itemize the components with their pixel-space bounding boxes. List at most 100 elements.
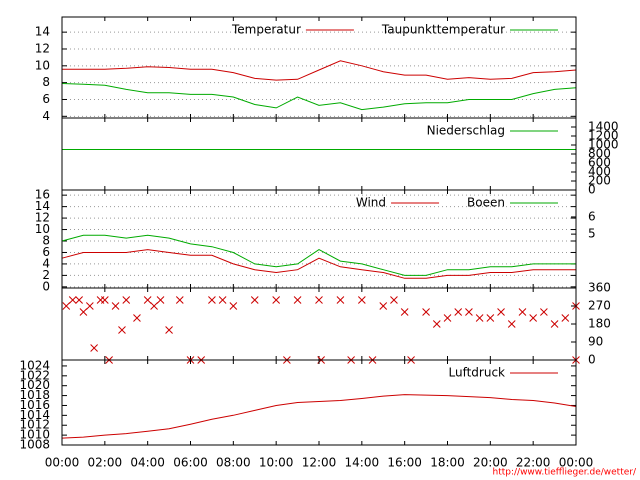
marker-stroke <box>400 308 409 316</box>
marker-stroke <box>175 296 184 304</box>
y2-tick-label: 90 <box>588 335 603 349</box>
scatter-point <box>143 296 152 304</box>
y-tick-label: 2 <box>42 268 50 282</box>
x-tick-label: 22:00 <box>516 456 551 470</box>
scatter-point <box>150 302 158 310</box>
y2-tick-label: 5 <box>588 227 596 241</box>
scatter-point <box>75 296 83 304</box>
marker-stroke <box>150 302 158 310</box>
scatter-point <box>400 308 409 316</box>
y-tick-label: 1020 <box>19 378 50 392</box>
scatter-point <box>272 296 281 304</box>
x-tick-label: 00:00 <box>45 456 80 470</box>
legend-label: Luftdruck <box>448 366 505 380</box>
marker-stroke <box>79 308 88 316</box>
legend-label: Taupunkttemperatur <box>381 23 505 37</box>
scatter-point <box>550 320 559 328</box>
scatter-point <box>156 296 165 304</box>
marker-stroke <box>454 308 463 316</box>
scatter-point <box>432 320 441 328</box>
scatter-point <box>133 314 141 322</box>
scatter-point <box>85 302 94 310</box>
plot-frame <box>61 287 577 361</box>
y-tick-label: 1010 <box>19 428 50 442</box>
marker-stroke <box>133 314 141 322</box>
marker-stroke <box>218 296 227 304</box>
scatter-point <box>79 308 88 316</box>
x-tick-label: 00:00 <box>559 456 594 470</box>
marker-stroke <box>62 302 71 310</box>
y-tick-label: 8 <box>42 234 50 248</box>
marker-stroke <box>390 296 398 304</box>
x-tick-label: 04:00 <box>130 456 165 470</box>
x-tick-label: 20:00 <box>473 456 508 470</box>
legend-label: Wind <box>356 196 386 210</box>
x-tick-label: 12:00 <box>302 456 337 470</box>
legend-label: Boeen <box>467 196 505 210</box>
scatter-point <box>518 308 527 316</box>
marker-stroke <box>497 308 505 316</box>
marker-stroke <box>561 314 570 322</box>
marker-stroke <box>507 320 516 328</box>
x-tick-label: 08:00 <box>216 456 251 470</box>
scatter-point <box>529 314 538 322</box>
scatter-point <box>507 320 516 328</box>
y2-tick-label: 180 <box>588 317 611 331</box>
y2-tick-label: 400 <box>588 165 611 179</box>
series-line <box>61 234 576 276</box>
scatter-point <box>497 308 505 316</box>
y-tick-label: 1024 <box>19 358 50 372</box>
scatter-point <box>465 308 473 316</box>
marker-stroke <box>475 314 484 322</box>
y-tick-label: 16 <box>35 188 50 202</box>
marker-stroke <box>379 302 388 310</box>
y-tick-label: 1012 <box>19 418 50 432</box>
marker-stroke <box>111 302 120 310</box>
marker-stroke <box>518 308 527 316</box>
y-tick-label: 10 <box>35 222 50 236</box>
marker-stroke <box>122 296 131 304</box>
marker-stroke <box>432 320 441 328</box>
scatter-point <box>175 296 184 304</box>
x-tick-label: 02:00 <box>88 456 123 470</box>
scatter-point <box>122 296 131 304</box>
scatter-point <box>336 296 345 304</box>
y2-tick-label: 360 <box>588 281 611 295</box>
y-tick-label: 1014 <box>19 408 50 422</box>
y-tick-label: 10 <box>35 58 50 72</box>
marker-stroke <box>357 296 366 304</box>
legend-label: Niederschlag <box>427 124 505 138</box>
marker-stroke <box>315 296 323 304</box>
series-line <box>61 394 577 439</box>
marker-stroke <box>143 296 152 304</box>
scatter-point <box>68 296 77 304</box>
scatter-point <box>293 296 302 304</box>
marker-stroke <box>229 302 238 310</box>
y-tick-label: 0 <box>42 279 50 293</box>
marker-stroke <box>250 296 259 304</box>
y-tick-label: 14 <box>35 199 50 213</box>
y2-tick-label: 600 <box>588 156 611 170</box>
y-tick-label: 14 <box>35 25 50 39</box>
scatter-point <box>540 308 548 316</box>
y-tick-label: 4 <box>42 256 50 270</box>
x-tick-label: 10:00 <box>259 456 294 470</box>
scatter-point <box>390 296 398 304</box>
scatter-point <box>111 302 120 310</box>
marker-stroke <box>272 296 281 304</box>
marker-stroke <box>118 326 126 334</box>
y-tick-label: 12 <box>35 211 50 225</box>
y2-tick-label: 0 <box>588 183 596 197</box>
y-tick-label: 1008 <box>19 438 50 452</box>
scatter-point <box>422 308 430 316</box>
marker-stroke <box>422 308 430 316</box>
y2-tick-label: 1200 <box>588 129 619 143</box>
x-tick-label: 06:00 <box>173 456 208 470</box>
scatter-point <box>443 314 452 322</box>
marker-stroke <box>100 296 109 304</box>
plot-frame <box>61 359 577 446</box>
scatter-point <box>118 326 126 334</box>
marker-stroke <box>85 302 94 310</box>
marker-stroke <box>156 296 165 304</box>
scatter-point <box>357 296 366 304</box>
